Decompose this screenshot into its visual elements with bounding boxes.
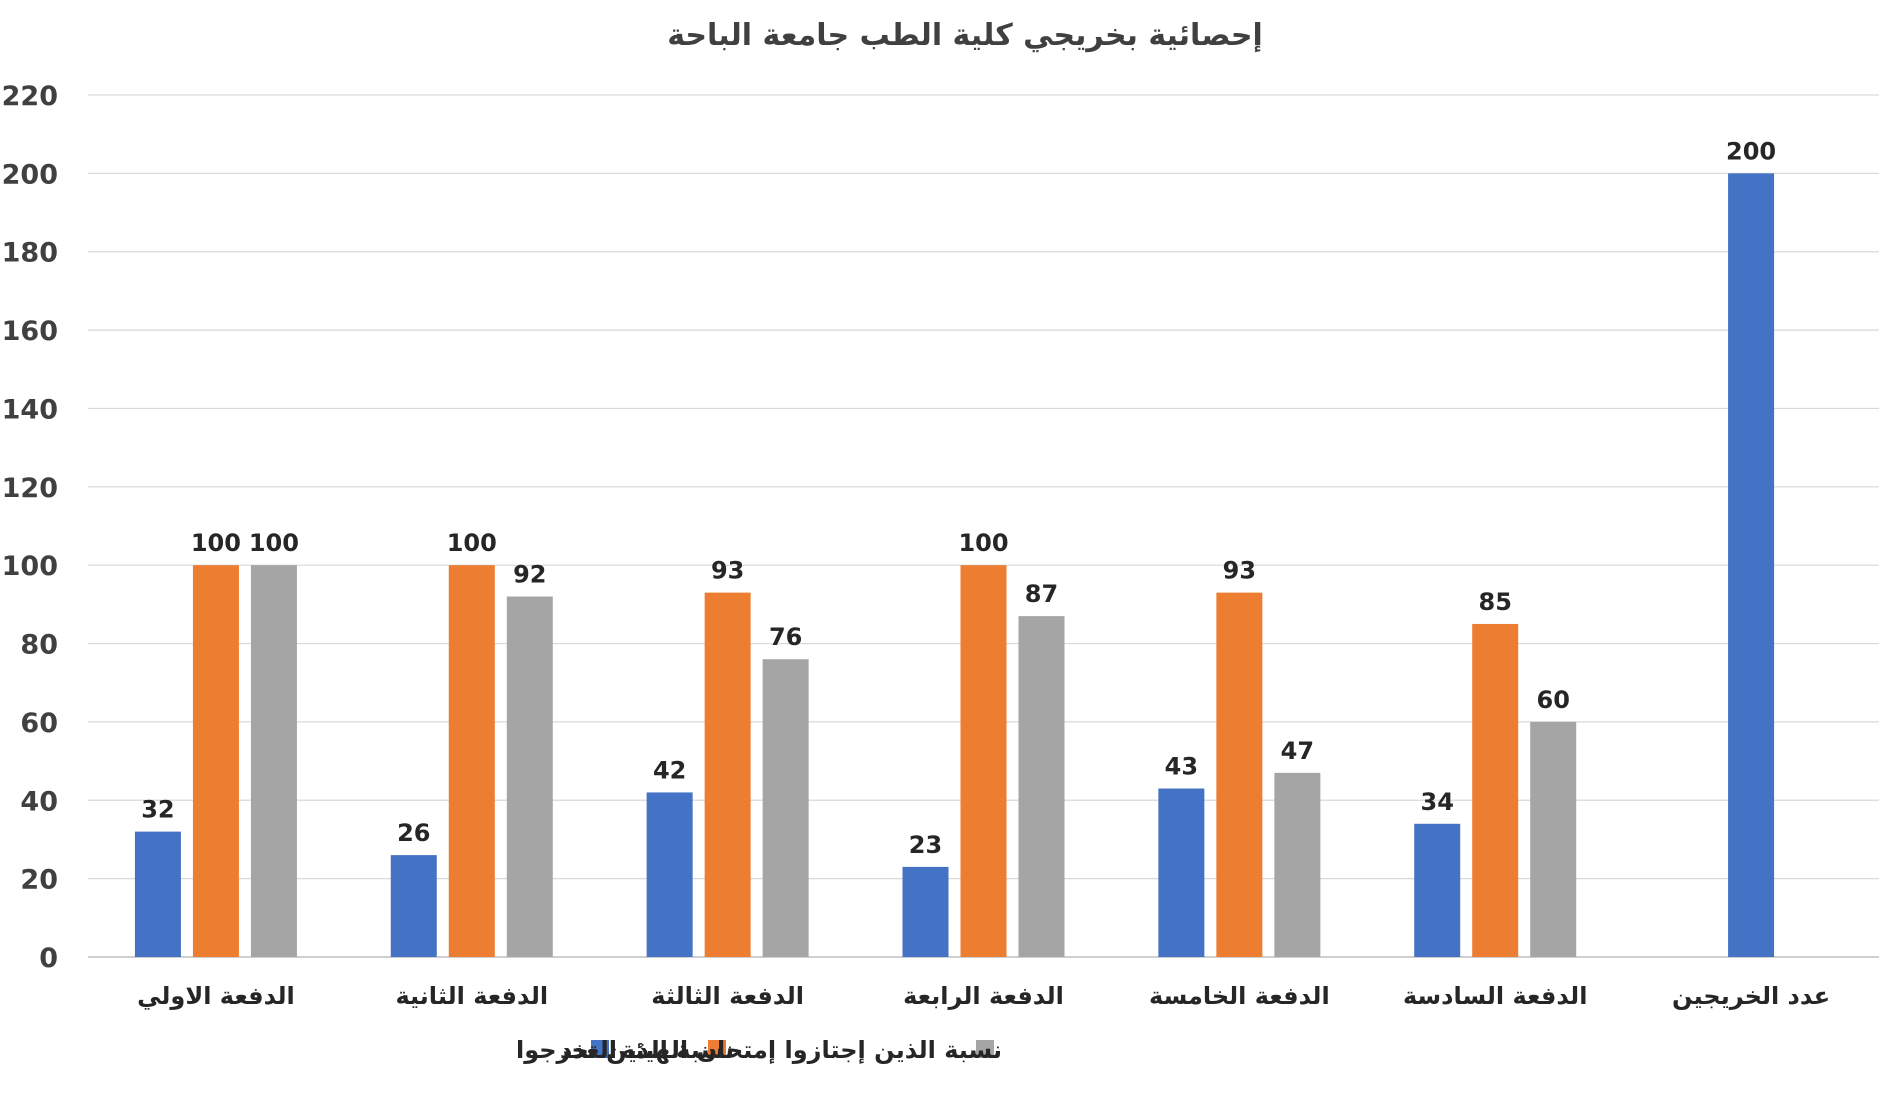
y-tick-label: 80 — [20, 630, 58, 661]
legend-label: نسبة الذين إجتازوا إمتحان الهيئة — [621, 1036, 1002, 1064]
y-tick-label: 180 — [2, 238, 58, 269]
legend-swatch — [976, 1040, 994, 1058]
y-tick-label: 20 — [20, 865, 58, 896]
bar — [390, 855, 437, 957]
x-category-label: الدفعة الخامسة — [1149, 982, 1330, 1010]
data-label: 23 — [909, 831, 942, 859]
bar — [1728, 173, 1775, 957]
data-labels: 32 100 100 26 100 92 42 93 76 23 100 87 43 93 47 34 85 60… — [141, 137, 1776, 859]
bar — [1530, 721, 1577, 957]
x-category-label: الدفعة الاولي — [137, 982, 295, 1010]
bar — [250, 565, 297, 957]
x-category-label: الدفعة الرابعة — [903, 982, 1064, 1010]
legend-swatch — [708, 1040, 726, 1058]
y-tick-label: 200 — [2, 159, 58, 190]
data-label: 60 — [1537, 686, 1570, 714]
bar — [1274, 772, 1321, 957]
bar — [704, 592, 751, 957]
y-tick-label: 140 — [2, 394, 58, 425]
data-label: 87 — [1025, 580, 1058, 608]
bar — [1472, 623, 1519, 957]
bar — [762, 659, 809, 957]
data-label: 26 — [397, 819, 430, 847]
data-label: 100 — [249, 529, 299, 557]
data-label: 92 — [513, 561, 546, 589]
y-axis-ticks: 0 20 40 60 80 100 120 140 160 180 200 220 — [2, 81, 58, 974]
legend-label: نسبة الذين تخرجوا — [516, 1036, 734, 1064]
bars — [134, 173, 1775, 957]
data-label: 100 — [191, 529, 241, 557]
legend-label: العدد — [560, 1036, 617, 1064]
bar — [134, 831, 181, 957]
x-axis-categories: الدفعة الاولي الدفعة الثانية الدفعة الثالث… — [137, 982, 1830, 1010]
y-tick-label: 220 — [2, 81, 58, 112]
bar — [506, 596, 553, 957]
y-tick-label: 40 — [20, 786, 58, 817]
bar — [1018, 616, 1065, 957]
bar — [1414, 823, 1461, 957]
data-label: 93 — [1223, 557, 1256, 585]
y-tick-label: 100 — [2, 551, 58, 582]
y-tick-label: 160 — [2, 316, 58, 347]
x-category-label: الدفعة الثانية — [395, 982, 548, 1010]
bar — [960, 565, 1007, 957]
data-label: 42 — [653, 756, 686, 784]
bar — [192, 565, 239, 957]
bar — [902, 866, 949, 957]
legend-swatch — [591, 1040, 609, 1058]
y-tick-label: 0 — [39, 943, 58, 974]
y-tick-label: 120 — [2, 473, 58, 504]
data-label: 100 — [447, 529, 497, 557]
bar — [448, 565, 495, 957]
bar — [646, 792, 693, 957]
x-category-label: الدفعة السادسة — [1403, 982, 1587, 1010]
data-label: 43 — [1165, 753, 1198, 781]
data-label: 34 — [1421, 788, 1454, 816]
y-tick-label: 60 — [20, 708, 58, 739]
bar — [1216, 592, 1263, 957]
data-label: 85 — [1479, 588, 1512, 616]
data-label: 100 — [958, 529, 1008, 557]
x-category-label: الدفعة الثالثة — [651, 982, 804, 1010]
chart-title: إحصائية بخريجي كلية الطب جامعة الباحة — [667, 18, 1263, 53]
data-label: 32 — [141, 796, 174, 824]
bar — [1158, 788, 1205, 957]
data-label: 47 — [1281, 737, 1314, 765]
data-label: 93 — [711, 557, 744, 585]
x-category-label: عدد الخريجين — [1672, 982, 1830, 1010]
data-label: 200 — [1726, 137, 1776, 165]
data-label: 76 — [769, 623, 802, 651]
